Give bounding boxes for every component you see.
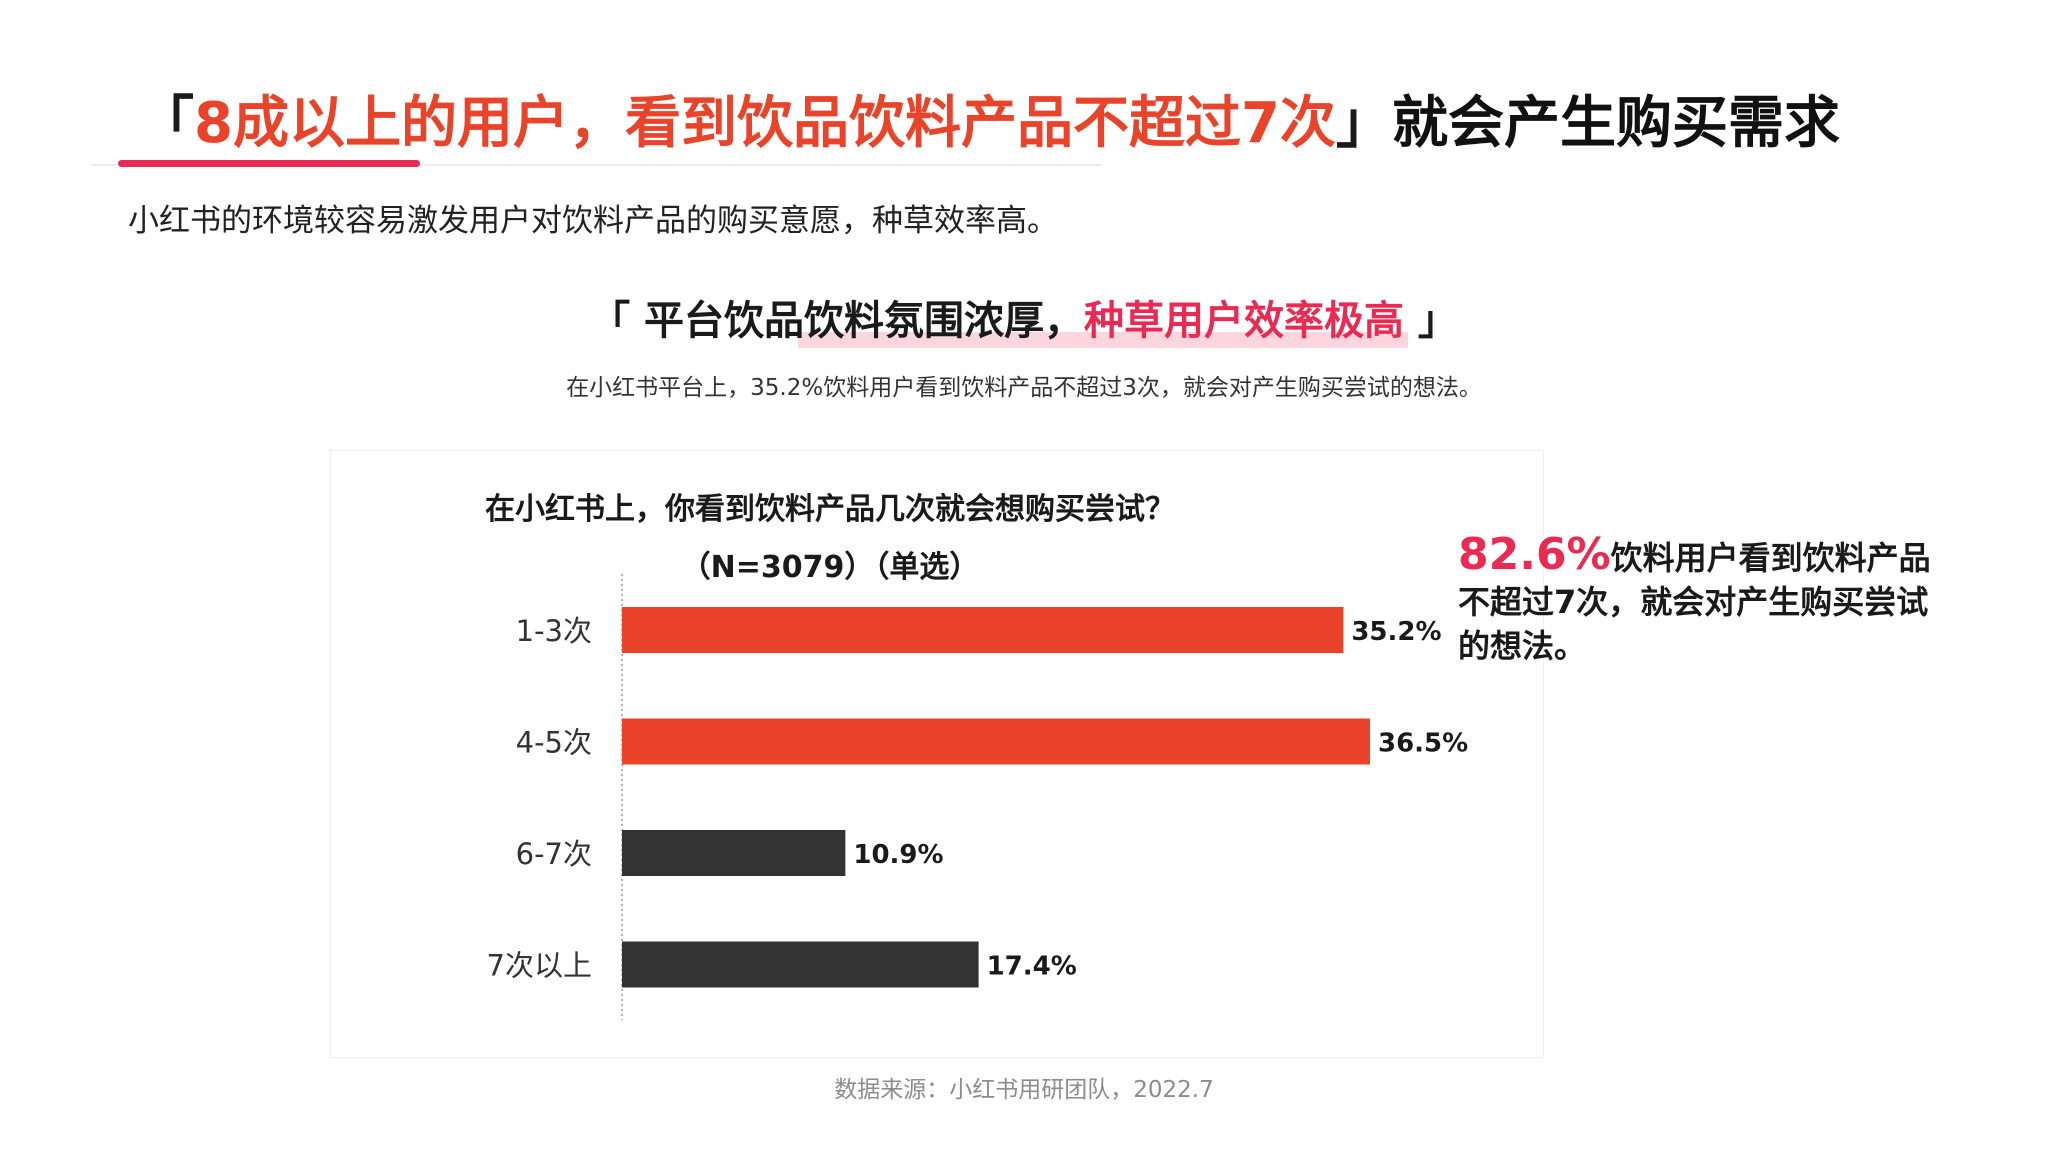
callout-percentage: 82.6% [1458,529,1611,580]
section-part-2: 饮料氛围浓厚 [804,298,1044,344]
highlight-underline [798,332,1408,348]
page-subtitle: 小红书的环境较容易激发用户对饮料产品的购买意愿，种草效率高。 [128,203,1058,239]
key-callout: 82.6%饮料用户看到饮料产品不超过7次，就会对产生购买尝试的想法。 [1458,533,1938,668]
bar [622,718,1370,765]
category-label: 4-5次 [516,726,592,760]
headline-accent: 8成以上的用户，看到饮品饮料产品不超过7次 [194,91,1336,156]
section-highlight: 饮料氛围浓厚，种草用户效率极高 [798,290,1408,352]
category-label: 7次以上 [487,949,592,983]
section-note: 在小红书平台上，35.2%饮料用户看到饮料产品不超过3次，就会对产生购买尝试的想… [566,375,1482,401]
section-heading: 「 平台饮品 饮料氛围浓厚，种草用户效率极高 」 [0,290,2048,352]
section-part-1: 平台饮品 [644,298,804,344]
data-label: 10.9% [853,840,943,870]
section-bracket-close: 」 [1404,298,1458,344]
data-label: 36.5% [1378,729,1468,759]
bar [622,830,846,876]
headline: 「8成以上的用户，看到饮品饮料产品不超过7次」就会产生购买需求 [138,82,1958,166]
headline-bracket-close: 」 [1335,91,1392,156]
chart-subtitle: （N=3079）（单选） [680,550,980,585]
data-label: 17.4% [987,952,1077,982]
headline-rest: 就会产生购买需求 [1391,91,1840,156]
category-label: 6-7次 [516,837,592,871]
section-part-3: ， [1044,298,1084,344]
callout-text: 饮料用户看到饮料产品不超过7次，就会对产生购买尝试的想法。 [1458,539,1931,665]
category-label: 1-3次 [516,614,592,648]
section-bracket-open: 「 [590,298,644,344]
headline-divider [92,164,1102,166]
data-label: 35.2% [1351,617,1441,647]
headline-bracket-open: 「 [138,91,194,156]
bar [622,607,1344,653]
data-source: 数据来源：小红书用研团队，2022.7 [834,1077,1214,1103]
bar [622,941,979,988]
section-part-4: 种草用户效率极高 [1084,298,1404,344]
chart-title: 在小红书上，你看到饮料产品几次就会想购买尝试？ [485,492,1175,527]
headline-divider-accent [118,160,420,167]
